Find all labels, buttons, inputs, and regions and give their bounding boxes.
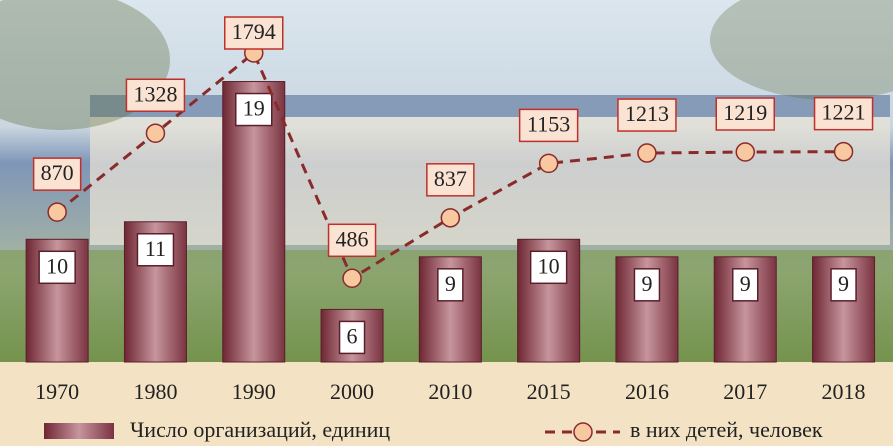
line-marker [736,143,754,161]
x-tick-label: 2010 [428,379,472,404]
bar-label: 9 [445,271,456,296]
legend-marker [574,423,592,441]
line-marker [835,143,853,161]
legend-label: в них детей, человек [630,417,823,442]
line-label: 486 [336,226,369,251]
bar-label: 9 [641,271,652,296]
line-marker [638,144,656,162]
line-marker [48,203,66,221]
line-label: 1219 [723,100,767,125]
line-label: 1328 [133,81,177,106]
legend-label: Число организаций, единиц [130,417,390,442]
bar-label: 19 [243,96,265,121]
bar-label: 10 [538,253,560,278]
line-marker [540,154,558,172]
line-label: 870 [41,160,74,185]
bar-label: 11 [145,236,166,261]
line-label: 837 [434,166,467,191]
line-label: 1221 [822,100,866,125]
legend-bar-swatch [44,423,114,439]
line-label: 1794 [232,19,276,44]
x-tick-label: 1970 [35,379,79,404]
x-tick-label: 1990 [232,379,276,404]
bar-label: 10 [46,253,68,278]
bar-label: 6 [347,323,358,348]
x-tick-label: 2000 [330,379,374,404]
line-marker [146,124,164,142]
line-label: 1153 [527,111,570,136]
x-tick-label: 2016 [625,379,669,404]
chart: Число организаций, единиц в них детей, ч… [0,0,893,446]
line-marker [343,269,361,287]
line-label: 1213 [625,101,669,126]
x-tick-label: 2015 [527,379,571,404]
bar-label: 9 [740,271,751,296]
x-tick-label: 2017 [723,379,767,404]
x-tick-label: 1980 [133,379,177,404]
x-tick-label: 2018 [822,379,866,404]
line-marker [441,209,459,227]
bar-label: 9 [838,271,849,296]
